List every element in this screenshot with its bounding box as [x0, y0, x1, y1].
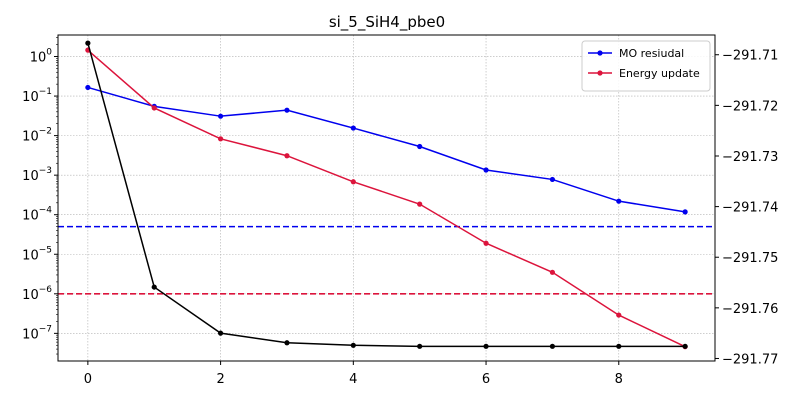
right-y-tick-label: −291.72 [722, 99, 778, 114]
data-point-total-energy [616, 343, 622, 349]
legend: MO resiudal Energy update [581, 40, 711, 92]
data-point-energy-update [217, 136, 224, 142]
data-point-total-energy [151, 284, 157, 290]
x-tick-label: 2 [216, 372, 224, 387]
left-y-tick-label: 10−2 [22, 127, 52, 145]
data-point-total-energy [682, 343, 688, 349]
left-y-tick-label: 10−3 [22, 166, 52, 184]
right-y-tick-label: −291.76 [722, 302, 778, 317]
left-y-tick-label: 10−5 [22, 245, 52, 263]
left-y-tick-label: 10−6 [22, 285, 52, 303]
data-point-mo-resiudal [85, 84, 91, 91]
data-point-mo-resiudal [616, 198, 622, 204]
series-layer [58, 40, 715, 350]
series-line-energy-update [87, 49, 686, 348]
x-tick-label: 4 [349, 372, 357, 387]
left-y-tick-label: 10−7 [22, 324, 52, 342]
x-tick-label: 8 [615, 372, 623, 387]
legend-label-mo-resiudal: MO resiudal [619, 47, 684, 60]
data-point-energy-update [417, 201, 423, 207]
data-point-total-energy [483, 343, 489, 349]
legend-label-energy-update: Energy update [619, 67, 700, 80]
data-point-mo-resiudal [417, 143, 423, 150]
data-point-total-energy [284, 340, 290, 346]
data-point-energy-update [549, 269, 556, 275]
series-line-total-energy [87, 42, 686, 348]
data-point-energy-update [616, 312, 622, 318]
right-y-tick-label: −291.74 [722, 201, 778, 216]
series-line-mo-resiudal [87, 86, 686, 213]
data-point-total-energy [549, 343, 556, 349]
data-point-mo-resiudal [217, 113, 224, 119]
right-y-tick-label: −291.71 [722, 49, 778, 64]
chart-title: si_5_SiH4_pbe0 [329, 13, 445, 32]
x-tick-label: 0 [84, 372, 92, 387]
data-point-mo-resiudal [284, 107, 290, 113]
data-point-total-energy [217, 330, 224, 336]
left-y-tick-label: 10−4 [22, 206, 52, 224]
axes: 0 2 4 6 8 100 10−1 10−2 10−3 10−4 10−5 10−6 10−7 −291… [22, 37, 778, 387]
legend-box [581, 40, 711, 92]
data-point-total-energy [85, 40, 91, 46]
x-tick-label: 6 [482, 372, 490, 387]
left-y-tick-label: 100 [30, 48, 53, 66]
left-y-tick-label: 10−1 [22, 87, 52, 105]
data-point-energy-update [350, 179, 356, 185]
right-y-tick-label: −291.73 [722, 150, 778, 165]
data-point-energy-update [151, 105, 157, 111]
legend-marker-mo-resiudal [597, 50, 603, 56]
data-point-mo-resiudal [483, 167, 489, 173]
data-point-energy-update [483, 240, 489, 246]
data-point-energy-update [284, 153, 290, 159]
right-y-tick-label: −291.75 [722, 251, 778, 266]
data-point-mo-resiudal [682, 209, 688, 215]
legend-marker-energy-update [597, 70, 603, 76]
data-point-total-energy [417, 343, 423, 349]
plot-frame [57, 34, 716, 362]
data-point-mo-resiudal [350, 125, 356, 131]
right-y-tick-label: −291.77 [722, 352, 778, 367]
data-point-mo-resiudal [549, 176, 556, 183]
data-point-total-energy [350, 342, 356, 348]
